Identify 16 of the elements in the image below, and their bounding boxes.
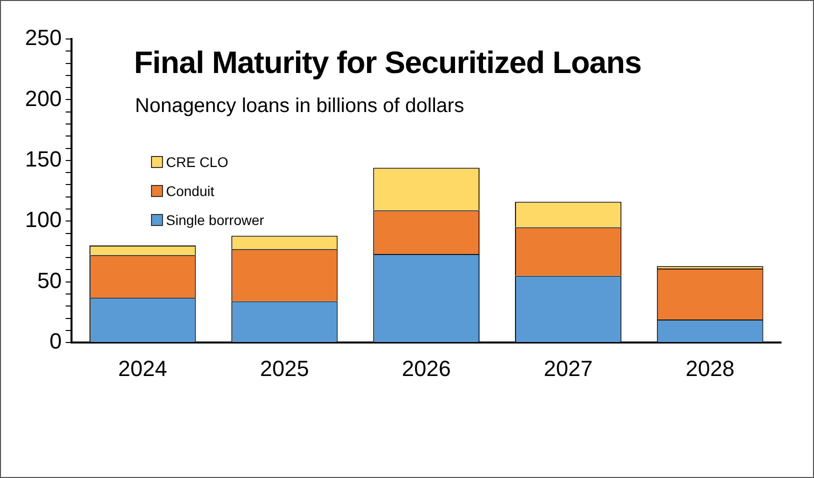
x-tick-label: 2026 xyxy=(402,356,451,381)
x-tick-label: 2028 xyxy=(686,356,735,381)
legend-label: CRE CLO xyxy=(166,154,228,170)
legend-label: Single borrower xyxy=(166,212,264,228)
y-tick-label: 50 xyxy=(37,268,62,293)
y-tick-label: 100 xyxy=(24,207,62,232)
y-tick-label: 250 xyxy=(24,25,62,50)
legend-label: Conduit xyxy=(166,182,214,198)
x-tick-label: 2025 xyxy=(260,356,309,381)
y-tick-label: 200 xyxy=(24,86,62,111)
chart-title: Final Maturity for Securitized Loans xyxy=(134,45,642,81)
x-tick-label: 2024 xyxy=(118,356,168,381)
y-tick-label: 0 xyxy=(49,328,62,354)
text: Nonagency loans in billions of dollars xyxy=(135,95,464,118)
y-tick-label: 150 xyxy=(24,146,62,172)
x-tick-label: 2027 xyxy=(544,356,593,381)
